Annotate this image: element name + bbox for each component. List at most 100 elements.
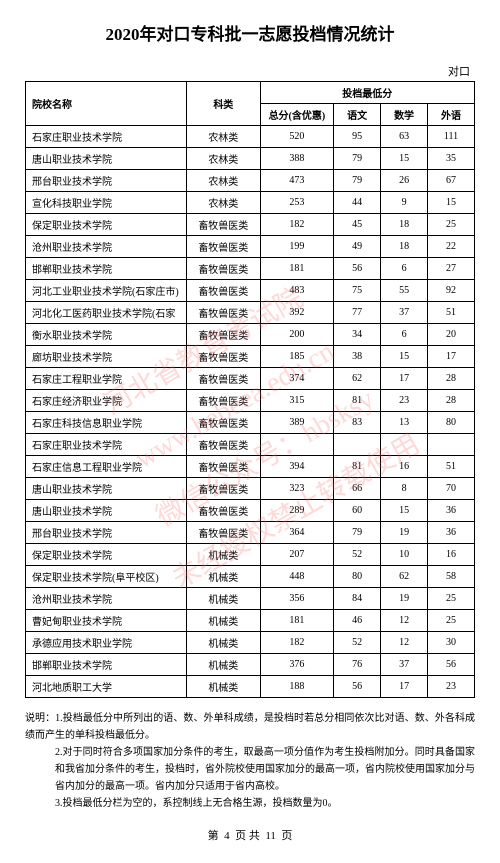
cell-chinese: 95 xyxy=(334,126,381,148)
table-row: 石家庄经济职业学院畜牧兽医类315812328 xyxy=(26,390,475,412)
table-row: 石家庄科技信息职业学院畜牧兽医类389831380 xyxy=(26,412,475,434)
cell-total: 364 xyxy=(260,522,334,544)
cell-school: 沧州职业技术学院 xyxy=(26,588,187,610)
cell-chinese: 77 xyxy=(334,302,381,324)
cell-category: 畜牧兽医类 xyxy=(187,368,261,390)
cell-total: 392 xyxy=(260,302,334,324)
cell-total: 356 xyxy=(260,588,334,610)
cell-category: 畜牧兽医类 xyxy=(187,302,261,324)
cell-school: 邯郸职业技术学院 xyxy=(26,258,187,280)
header-math: 数学 xyxy=(381,104,428,126)
cell-category: 畜牧兽医类 xyxy=(187,346,261,368)
cell-math: 18 xyxy=(381,214,428,236)
cell-chinese: 79 xyxy=(334,148,381,170)
cell-foreign: 25 xyxy=(428,214,475,236)
cell-math: 62 xyxy=(381,566,428,588)
notes-section: 说明：1.投档最低分中所列出的语、数、外单科成绩，是投档时若总分相同依次比对语、… xyxy=(25,710,475,812)
cell-chinese: 76 xyxy=(334,654,381,676)
cell-math: 19 xyxy=(381,522,428,544)
table-row: 曹妃甸职业技术学院机械类181461225 xyxy=(26,610,475,632)
cell-school: 邯郸职业技术学院 xyxy=(26,654,187,676)
table-row: 唐山职业技术学院农林类388791535 xyxy=(26,148,475,170)
cell-math: 37 xyxy=(381,302,428,324)
cell-total xyxy=(260,434,334,456)
cell-total: 388 xyxy=(260,148,334,170)
cell-math: 19 xyxy=(381,588,428,610)
footer-mid: 页 共 xyxy=(235,830,260,842)
page-footer: 第 4 页 共 11 页 xyxy=(25,827,475,843)
table-row: 衡水职业技术学院畜牧兽医类20034620 xyxy=(26,324,475,346)
cell-foreign: 27 xyxy=(428,258,475,280)
cell-total: 199 xyxy=(260,236,334,258)
cell-total: 483 xyxy=(260,280,334,302)
cell-school: 承德应用技术职业学院 xyxy=(26,632,187,654)
cell-category: 畜牧兽医类 xyxy=(187,280,261,302)
cell-category: 机械类 xyxy=(187,610,261,632)
cell-category: 畜牧兽医类 xyxy=(187,434,261,456)
cell-foreign: 28 xyxy=(428,368,475,390)
cell-total: 376 xyxy=(260,654,334,676)
footer-post: 页 xyxy=(281,830,292,842)
cell-category: 机械类 xyxy=(187,632,261,654)
cell-chinese: 56 xyxy=(334,258,381,280)
cell-math: 17 xyxy=(381,676,428,698)
cell-category: 畜牧兽医类 xyxy=(187,214,261,236)
cell-foreign: 20 xyxy=(428,324,475,346)
cell-foreign: 111 xyxy=(428,126,475,148)
cell-category: 机械类 xyxy=(187,566,261,588)
cell-total: 389 xyxy=(260,412,334,434)
note-3: 3.投档最低分栏为空的，系控制线上无合格生源，投档数量为0。 xyxy=(55,798,338,809)
cell-category: 畜牧兽医类 xyxy=(187,456,261,478)
table-row: 邢台职业技术学院畜牧兽医类364791936 xyxy=(26,522,475,544)
cell-math: 13 xyxy=(381,412,428,434)
cell-math: 12 xyxy=(381,632,428,654)
cell-foreign: 25 xyxy=(428,610,475,632)
table-row: 廊坊职业技术学院畜牧兽医类185381517 xyxy=(26,346,475,368)
cell-school: 沧州职业技术学院 xyxy=(26,236,187,258)
cell-school: 邢台职业技术学院 xyxy=(26,522,187,544)
cell-foreign: 16 xyxy=(428,544,475,566)
cell-foreign: 30 xyxy=(428,632,475,654)
cell-total: 182 xyxy=(260,214,334,236)
cell-total: 181 xyxy=(260,610,334,632)
table-row: 邢台职业技术学院农林类473792667 xyxy=(26,170,475,192)
cell-math: 6 xyxy=(381,324,428,346)
cell-chinese xyxy=(334,434,381,456)
footer-current: 4 xyxy=(224,830,230,842)
table-row: 石家庄职业技术学院畜牧兽医类 xyxy=(26,434,475,456)
cell-math: 15 xyxy=(381,500,428,522)
cell-category: 畜牧兽医类 xyxy=(187,236,261,258)
cell-foreign: 67 xyxy=(428,170,475,192)
cell-school: 唐山职业技术学院 xyxy=(26,148,187,170)
cell-school: 唐山职业技术学院 xyxy=(26,500,187,522)
cell-math: 17 xyxy=(381,368,428,390)
cell-school: 保定职业技术学院 xyxy=(26,544,187,566)
table-row: 保定职业技术学院畜牧兽医类182451825 xyxy=(26,214,475,236)
cell-category: 农林类 xyxy=(187,192,261,214)
cell-math: 23 xyxy=(381,390,428,412)
cell-math: 63 xyxy=(381,126,428,148)
score-table: 院校名称 科类 投档最低分 总分(含优惠) 语文 数学 外语 石家庄职业技术学院… xyxy=(25,81,475,698)
cell-chinese: 80 xyxy=(334,566,381,588)
cell-chinese: 52 xyxy=(334,632,381,654)
cell-school: 保定职业技术学院 xyxy=(26,214,187,236)
table-row: 河北化工医药职业技术学院(石家畜牧兽医类392773751 xyxy=(26,302,475,324)
cell-chinese: 38 xyxy=(334,346,381,368)
page-title: 2020年对口专科批一志愿投档情况统计 xyxy=(25,20,475,45)
header-category: 科类 xyxy=(187,82,261,126)
cell-foreign xyxy=(428,434,475,456)
table-row: 保定职业技术学院(阜平校区)机械类448806258 xyxy=(26,566,475,588)
cell-total: 448 xyxy=(260,566,334,588)
cell-school: 河北地质职工大学 xyxy=(26,676,187,698)
cell-total: 188 xyxy=(260,676,334,698)
table-row: 保定职业技术学院机械类207521016 xyxy=(26,544,475,566)
table-row: 沧州职业技术学院机械类356841925 xyxy=(26,588,475,610)
cell-total: 323 xyxy=(260,478,334,500)
table-row: 唐山职业技术学院畜牧兽医类289601536 xyxy=(26,500,475,522)
cell-category: 农林类 xyxy=(187,126,261,148)
cell-total: 185 xyxy=(260,346,334,368)
cell-chinese: 52 xyxy=(334,544,381,566)
cell-foreign: 22 xyxy=(428,236,475,258)
header-score-group: 投档最低分 xyxy=(260,82,474,104)
cell-chinese: 83 xyxy=(334,412,381,434)
